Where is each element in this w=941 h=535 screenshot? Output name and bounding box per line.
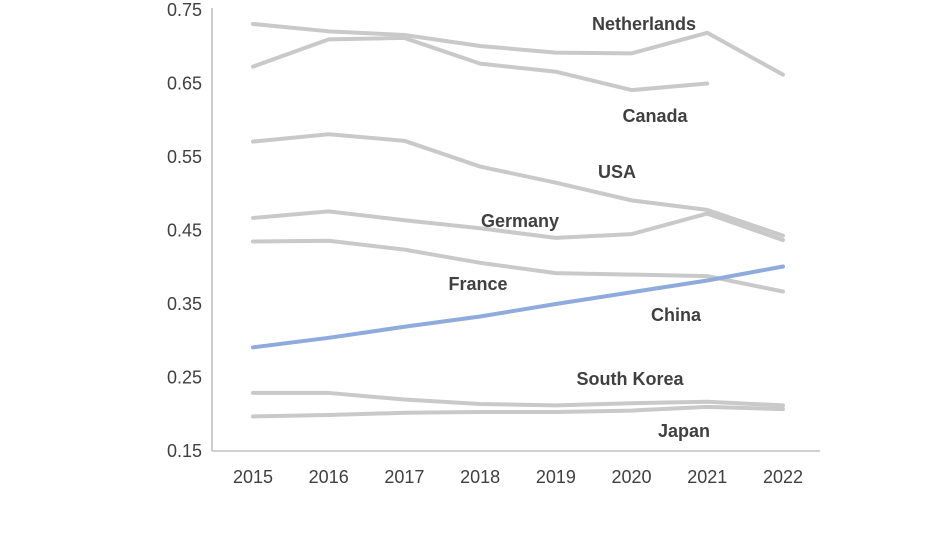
- series-label-france: France: [448, 274, 507, 294]
- x-tick-label: 2022: [763, 467, 803, 487]
- series-label-netherlands: Netherlands: [592, 14, 696, 34]
- y-tick-label: 0.25: [167, 368, 202, 388]
- x-tick-label: 2017: [384, 467, 424, 487]
- series-label-canada: Canada: [622, 106, 688, 126]
- y-tick-label: 0.65: [167, 74, 202, 94]
- series-line-usa: [251, 132, 785, 238]
- x-tick-label: 2018: [460, 467, 500, 487]
- series-line-china: [251, 264, 785, 350]
- series-label-germany: Germany: [481, 211, 559, 231]
- series-label-japan: Japan: [658, 421, 710, 441]
- series-line-south-korea: [251, 390, 785, 408]
- x-tick-label: 2021: [687, 467, 727, 487]
- series-line-netherlands: [251, 21, 785, 77]
- y-tick-label: 0.35: [167, 294, 202, 314]
- y-tick-label: 0.15: [167, 441, 202, 461]
- series-line-germany: [251, 209, 785, 243]
- x-tick-label: 2016: [309, 467, 349, 487]
- series-label-south-korea: South Korea: [576, 369, 684, 389]
- x-tick-label: 2015: [233, 467, 273, 487]
- x-tick-label: 2019: [536, 467, 576, 487]
- y-tick-label: 0.75: [167, 0, 202, 20]
- y-tick-label: 0.55: [167, 147, 202, 167]
- x-tick-label: 2020: [612, 467, 652, 487]
- series-line-france: [251, 238, 785, 294]
- series-label-china: China: [651, 305, 702, 325]
- y-tick-label: 0.45: [167, 221, 202, 241]
- series-label-usa: USA: [598, 162, 636, 182]
- series-line-japan: [251, 404, 785, 419]
- series-line-canada: [251, 35, 710, 93]
